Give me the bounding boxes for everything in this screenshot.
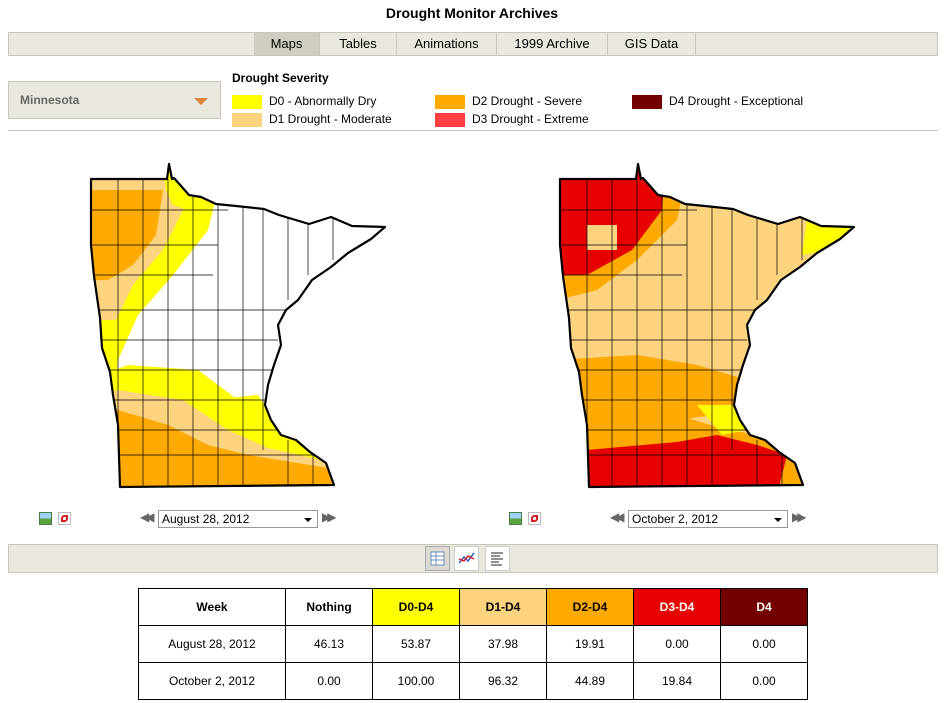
table-cell: 46.13 [285,625,373,663]
line-chart-icon [458,552,475,564]
main-tab-bar: Maps Tables Animations 1999 Archive GIS … [8,32,938,56]
image-download-icon[interactable] [509,512,522,525]
table-cell: 100.00 [372,662,460,700]
tab-gis-data[interactable]: GIS Data [608,33,696,55]
table-cell: 96.32 [459,662,547,700]
table-cell-week: October 2, 2012 [138,662,286,700]
table-row: August 28, 2012 46.13 53.87 37.98 19.91 … [138,625,808,663]
col-header-d1-d4: D1-D4 [459,588,547,626]
right-map-tools: ◀◀ October 2, 2012 ▶▶ [508,510,808,528]
table-cell: 0.00 [285,662,373,700]
table-cell-week: August 28, 2012 [138,625,286,663]
view-toolbar [8,544,938,573]
right-date-value: October 2, 2012 [632,512,719,526]
table-row: October 2, 2012 0.00 100.00 96.32 44.89 … [138,662,808,700]
drought-map-august [89,162,387,489]
col-header-d4: D4 [720,588,808,626]
drought-map-october [558,162,856,489]
left-date-select[interactable]: August 28, 2012 [158,510,318,528]
chart-view-button[interactable] [454,546,479,571]
table-cell: 37.98 [459,625,547,663]
col-header-d3-d4: D3-D4 [633,588,721,626]
right-date-select[interactable]: October 2, 2012 [628,510,788,528]
legend-label: D1 Drought - Moderate [269,112,392,126]
page-title: Drought Monitor Archives [385,5,559,21]
text-view-button[interactable] [485,546,510,571]
legend-swatch [632,95,662,109]
table-cell: 19.84 [633,662,721,700]
legend-swatch [232,95,262,109]
table-cell: 0.00 [633,625,721,663]
table-cell: 19.91 [546,625,634,663]
divider [8,130,938,131]
chevron-down-icon [774,518,782,522]
table-view-button[interactable] [425,546,450,571]
legend-label: D4 Drought - Exceptional [669,94,804,108]
col-header-week: Week [138,588,286,626]
col-header-nothing: Nothing [285,588,373,626]
table-cell: 0.00 [720,625,808,663]
table-header-row: Week Nothing D0-D4 D1-D4 D2-D4 D3-D4 D4 [138,588,808,626]
table-cell: 0.00 [720,662,808,700]
state-select[interactable]: Minnesota [8,81,221,119]
table-cell: 44.89 [546,662,634,700]
drought-stats-table: Week Nothing D0-D4 D1-D4 D2-D4 D3-D4 D4 … [138,588,808,700]
legend-label: D2 Drought - Severe [472,94,583,108]
col-header-d0-d4: D0-D4 [372,588,460,626]
legend-title: Drought Severity [232,71,329,85]
pdf-download-icon[interactable] [528,512,541,525]
table-cell: 53.87 [372,625,460,663]
left-date-value: August 28, 2012 [162,512,250,526]
table-icon [430,551,445,566]
legend-swatch [232,113,262,127]
previous-week-button[interactable]: ◀◀ [140,510,155,524]
next-week-button[interactable]: ▶▶ [792,510,807,524]
pdf-download-icon[interactable] [58,512,71,525]
text-lines-icon [491,552,503,566]
legend-label: D0 - Abnormally Dry [269,94,377,108]
legend-swatch [435,95,465,109]
tab-tables[interactable]: Tables [320,33,397,55]
chevron-down-icon [194,98,208,105]
image-download-icon[interactable] [39,512,52,525]
next-week-button[interactable]: ▶▶ [322,510,337,524]
tab-1999-archive[interactable]: 1999 Archive [497,33,608,55]
legend-swatch [435,113,465,127]
chevron-down-icon [304,518,312,522]
legend-label: D3 Drought - Extreme [472,112,589,126]
tab-animations[interactable]: Animations [397,33,497,55]
left-map-tools: ◀◀ August 28, 2012 ▶▶ [38,510,338,528]
state-select-value: Minnesota [20,93,80,107]
previous-week-button[interactable]: ◀◀ [610,510,625,524]
col-header-d2-d4: D2-D4 [546,588,634,626]
tab-maps[interactable]: Maps [254,33,320,55]
